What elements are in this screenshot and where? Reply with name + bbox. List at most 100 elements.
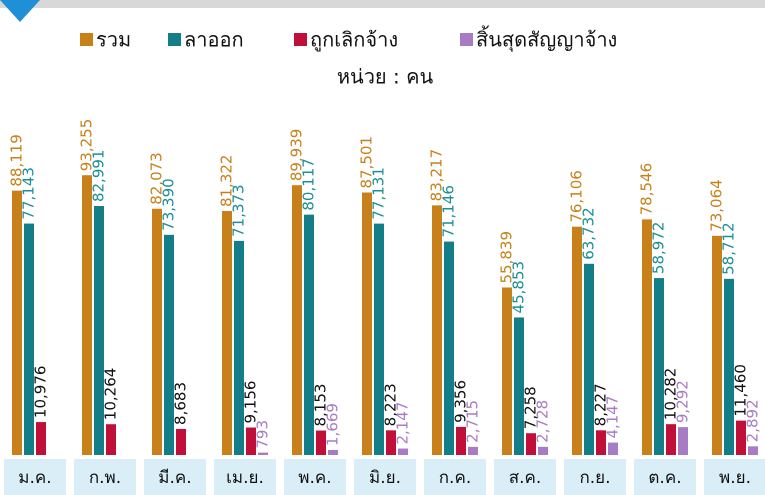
data-label: 8,153 xyxy=(312,384,330,427)
data-label: 89,939 xyxy=(288,129,306,182)
data-label: 87,501 xyxy=(358,136,376,189)
data-label: 2,715 xyxy=(464,400,482,443)
bar xyxy=(362,192,372,455)
bar xyxy=(468,446,478,455)
bar xyxy=(386,430,396,455)
data-label: 9,156 xyxy=(242,381,260,424)
bar xyxy=(584,263,594,455)
bar xyxy=(316,430,326,455)
bar xyxy=(456,426,466,455)
data-label: 9,292 xyxy=(674,380,692,423)
data-label: 4,147 xyxy=(604,396,622,439)
data-label: 77,131 xyxy=(370,167,388,220)
bar xyxy=(748,446,758,455)
top-bar xyxy=(0,0,765,8)
bar xyxy=(292,185,302,456)
bar xyxy=(538,446,548,455)
bar xyxy=(678,427,688,455)
bar xyxy=(432,205,442,455)
legend-label: ลาออก xyxy=(184,28,244,52)
bar xyxy=(444,241,454,455)
data-label: 8,223 xyxy=(382,383,400,426)
corner-decoration xyxy=(0,0,40,22)
bar xyxy=(374,223,384,455)
data-label: 2,892 xyxy=(744,399,762,442)
bar xyxy=(82,175,92,456)
category-box xyxy=(74,459,136,495)
bar xyxy=(736,420,746,455)
data-label: 10,282 xyxy=(662,368,680,421)
bar xyxy=(654,278,664,455)
data-label: 10,264 xyxy=(102,368,120,421)
data-label: 2,147 xyxy=(394,402,412,445)
bar xyxy=(246,427,256,455)
data-label: 77,143 xyxy=(20,167,38,220)
bar xyxy=(398,448,408,455)
data-label: 73,064 xyxy=(708,179,726,232)
category-box xyxy=(354,459,416,495)
data-label: 81,322 xyxy=(218,155,236,208)
data-label: 9,356 xyxy=(452,380,470,423)
bar xyxy=(12,190,22,455)
data-label: 88,119 xyxy=(8,134,26,187)
data-label: 82,991 xyxy=(90,150,108,203)
data-label: 8,683 xyxy=(172,382,190,425)
x-tick-label: มิ.ย. xyxy=(369,468,401,488)
legend-label: สิ้นสุดสัญญาจ้าง xyxy=(476,26,617,53)
data-label: 63,732 xyxy=(580,207,598,260)
bar xyxy=(712,235,722,455)
bar xyxy=(514,317,524,455)
data-label: 8,227 xyxy=(592,383,610,426)
category-box xyxy=(4,459,66,495)
data-label: 71,373 xyxy=(230,184,248,237)
bar xyxy=(666,424,676,455)
data-label: 45,853 xyxy=(510,261,528,314)
bar xyxy=(106,424,116,455)
data-label: 83,217 xyxy=(428,149,446,202)
data-label: 7,258 xyxy=(522,386,540,429)
data-label: 55,839 xyxy=(498,231,516,284)
bar xyxy=(94,206,104,455)
bar xyxy=(222,211,232,455)
bar xyxy=(502,287,512,455)
data-label: 80,117 xyxy=(300,158,318,211)
data-label: 73,390 xyxy=(160,178,178,231)
bar xyxy=(596,430,606,455)
data-label: 78,546 xyxy=(638,163,656,216)
category-box xyxy=(424,459,486,495)
data-label: 793 xyxy=(254,420,272,449)
x-tick-label: เม.ย. xyxy=(226,468,264,488)
category-box xyxy=(494,459,556,495)
bar xyxy=(304,214,314,455)
legend-swatch xyxy=(294,33,307,46)
bar xyxy=(608,442,618,455)
legend-label: รวม xyxy=(96,28,131,52)
category-box xyxy=(144,459,206,495)
data-label: 58,972 xyxy=(650,222,668,275)
bar xyxy=(176,428,186,455)
category-box xyxy=(634,459,696,495)
category-box xyxy=(704,459,765,495)
chart-subtitle: หน่วย : คน xyxy=(337,65,434,89)
x-tick-label: ม.ค. xyxy=(18,468,51,488)
bar xyxy=(328,449,338,455)
x-tick-label: พ.ย. xyxy=(719,468,751,488)
bar xyxy=(642,219,652,455)
category-box xyxy=(564,459,626,495)
data-label: 76,106 xyxy=(568,170,586,223)
data-label: 82,073 xyxy=(148,152,166,205)
data-label: 71,146 xyxy=(440,185,458,238)
bar xyxy=(258,452,268,455)
bar xyxy=(164,234,174,455)
bar xyxy=(36,422,46,455)
data-label: 93,255 xyxy=(78,119,96,172)
bar xyxy=(152,208,162,455)
data-label: 11,460 xyxy=(732,364,750,417)
x-tick-label: มี.ค. xyxy=(158,468,191,488)
bar xyxy=(24,223,34,455)
x-tick-label: ต.ค. xyxy=(648,468,681,488)
data-label: 2,728 xyxy=(534,400,552,443)
data-label: 58,712 xyxy=(720,222,738,275)
bar xyxy=(572,226,582,455)
